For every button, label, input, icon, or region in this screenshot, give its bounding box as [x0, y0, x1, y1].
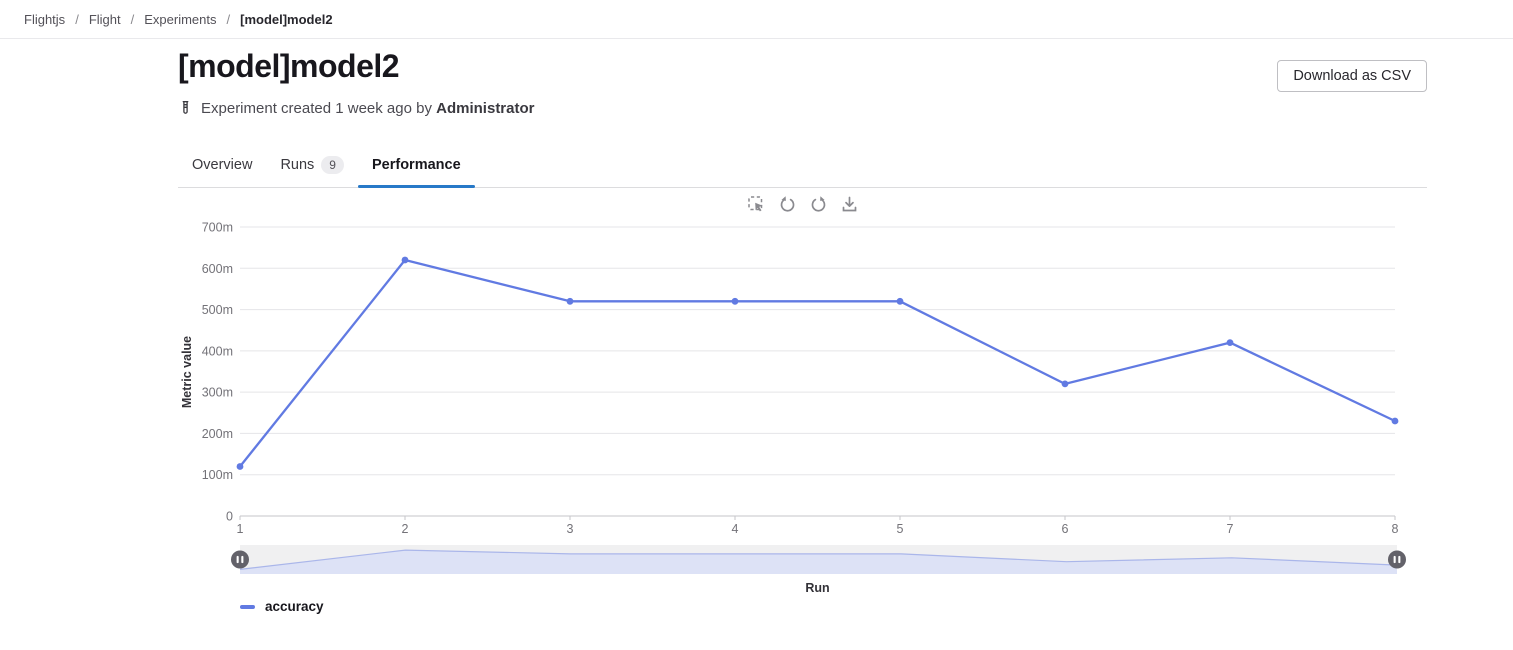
page-title: [model]model2 [178, 48, 400, 84]
tab-bar: Overview Runs 9 Performance [178, 144, 1427, 188]
metrics-chart: 700m 600m 500m 400m 300m 200m 100m 0 1 2 3 4 5 6 7 8 Met… [178, 194, 1428, 614]
data-point[interactable] [401, 256, 409, 264]
y-tick-label: 300m [202, 386, 233, 400]
runs-count-badge: 9 [321, 156, 344, 174]
breadcrumb-link-flightjs[interactable]: Flightjs [24, 11, 66, 27]
x-tick-label: 2 [402, 522, 409, 536]
brush-area-line [239, 549, 1398, 570]
x-tick-label: 8 [1392, 522, 1399, 536]
x-tick-label: 5 [897, 522, 904, 536]
undo-icon [780, 196, 795, 212]
undo-button[interactable] [777, 194, 798, 216]
data-point[interactable] [236, 463, 244, 470]
x-tick-label: 3 [567, 522, 574, 536]
tab-overview[interactable]: Overview [192, 157, 253, 173]
y-tick-label: 600m [202, 262, 233, 276]
redo-icon [811, 196, 826, 212]
breadcrumb-link-experiments[interactable]: Experiments [144, 11, 217, 27]
data-point[interactable] [896, 297, 904, 305]
y-tick-label: 100m [202, 468, 233, 482]
brush-handle-left[interactable] [231, 550, 249, 569]
download-csv-button[interactable]: Download as CSV [1277, 60, 1427, 92]
experiment-created-line: Experiment created 1 week ago by Adminis… [178, 100, 1427, 117]
y-tick-label: 400m [202, 344, 233, 358]
chart-toolbar [178, 194, 1428, 216]
x-tick-label: 4 [732, 522, 739, 536]
tab-runs[interactable]: Runs 9 [266, 144, 358, 187]
data-point[interactable] [1226, 339, 1234, 346]
created-text: Experiment created 1 week ago by [201, 100, 432, 117]
data-point[interactable] [566, 297, 574, 305]
brush-handle-right[interactable] [1388, 550, 1406, 569]
y-axis-title: Metric value [180, 336, 194, 408]
created-by-user: Administrator [436, 100, 535, 117]
tab-performance[interactable]: Performance [357, 144, 475, 188]
y-tick-label: 700m [202, 221, 233, 235]
chart-plot-area[interactable]: 700m 600m 500m 400m 300m 200m 100m 0 1 2 3 4 5 6 7 8 Met… [178, 216, 1428, 596]
y-zero-label: 0 [226, 510, 233, 524]
x-axis-title: Run [805, 581, 829, 595]
zoom-select-button[interactable] [746, 194, 767, 216]
test-tube-icon [178, 100, 193, 117]
breadcrumb-link-flight[interactable]: Flight [88, 11, 121, 27]
legend-swatch [240, 604, 255, 609]
x-tick-label: 6 [1062, 522, 1069, 536]
breadcrumb-separator: / [130, 11, 135, 27]
breadcrumb-current-page: [model]model2 [240, 11, 333, 27]
y-tick-label: 200m [202, 427, 233, 441]
legend-item-accuracy[interactable]: accuracy [240, 599, 1428, 614]
breadcrumb-separator: / [226, 11, 231, 27]
marquee-zoom-icon [748, 196, 763, 212]
y-tick-label: 500m [202, 303, 233, 317]
redo-button[interactable] [808, 194, 829, 216]
x-tick-label: 7 [1227, 522, 1234, 536]
breadcrumb-separator: / [75, 11, 79, 27]
download-chart-button[interactable] [839, 194, 860, 216]
breadcrumb: Flightjs / Flight / Experiments / [model… [0, 0, 1513, 39]
legend-label: accuracy [265, 599, 324, 614]
data-point[interactable] [731, 297, 739, 305]
data-point[interactable] [1391, 417, 1399, 425]
data-point[interactable] [1061, 380, 1069, 388]
line-series-accuracy[interactable] [239, 258, 1396, 468]
download-icon [842, 196, 857, 212]
x-tick-label: 1 [237, 522, 244, 536]
brush-area [240, 550, 1397, 574]
